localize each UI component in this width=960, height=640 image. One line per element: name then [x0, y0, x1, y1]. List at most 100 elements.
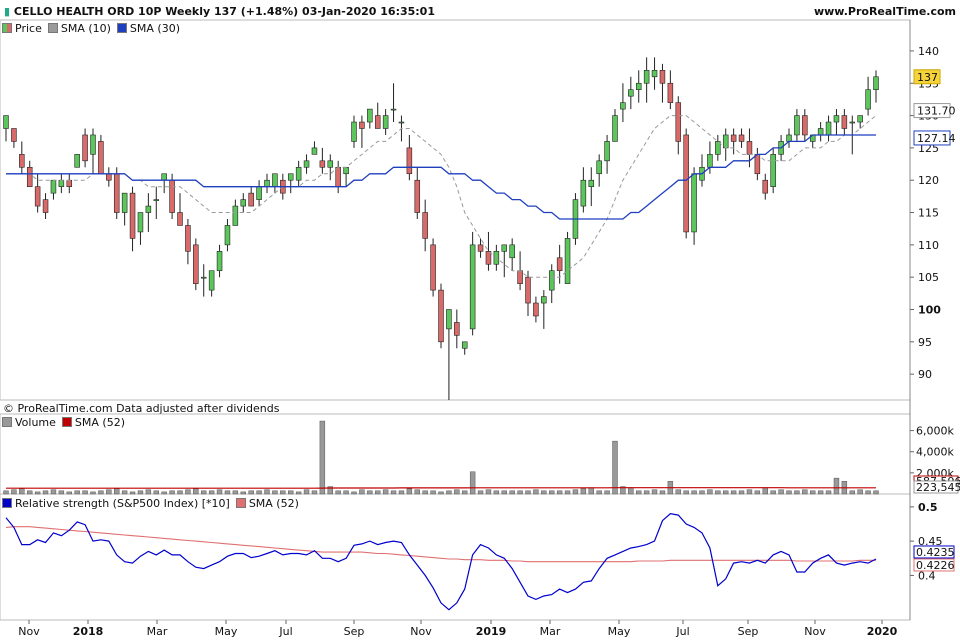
volume-bar — [825, 490, 832, 495]
volume-bar — [659, 490, 666, 495]
candle-body — [351, 121, 357, 142]
volume-bar — [612, 440, 618, 495]
volume-bar — [541, 490, 547, 495]
candle-body — [248, 192, 254, 207]
candle-body — [469, 244, 476, 330]
volume-bar — [865, 490, 871, 495]
legend-volume[interactable]: Volume — [2, 416, 56, 429]
candle-body — [461, 341, 468, 349]
candle-body — [525, 276, 531, 304]
candle-body — [541, 296, 547, 304]
candle-body — [295, 166, 302, 181]
volume-bar — [240, 491, 246, 495]
x-axis-label: Nov — [410, 625, 432, 638]
volume-bar — [754, 490, 761, 495]
volume-bar — [390, 490, 397, 495]
candle-body — [643, 70, 650, 84]
chart-title: ▮ CELLO HEALTH ORD 10P Weekly 137 (+1.48… — [4, 5, 435, 18]
volume-bar — [382, 489, 389, 495]
candle-body — [501, 244, 508, 252]
candle-body — [208, 270, 215, 291]
candle-body — [359, 121, 365, 129]
legend-volume-label: Volume — [15, 415, 56, 429]
price-badge-box — [913, 103, 951, 119]
volume-sma-line — [6, 487, 876, 489]
candle-body — [422, 212, 428, 239]
price-tick-label: 110 — [918, 239, 939, 252]
volume-bar — [509, 490, 515, 495]
volume-panel-frame — [0, 413, 911, 495]
rs-badge-box — [913, 558, 955, 572]
sma30-line — [6, 134, 876, 220]
candle-body — [374, 115, 381, 129]
candle-body — [485, 251, 492, 265]
volume-bar — [778, 489, 784, 495]
candle-body — [730, 134, 737, 142]
candle-body — [26, 166, 33, 187]
volume-bar — [303, 489, 310, 495]
volume-bar — [469, 471, 476, 495]
x-axis-label: May — [215, 625, 238, 638]
candle-body — [604, 141, 610, 162]
volume-bar — [359, 489, 365, 495]
volume-bar — [596, 490, 602, 495]
legend-rs-sma[interactable]: SMA (52) — [235, 496, 299, 510]
candle-body — [548, 270, 555, 291]
volume-bar — [90, 491, 96, 495]
volume-bar — [137, 490, 144, 495]
volume-bar — [311, 490, 318, 495]
volume-bar — [145, 489, 152, 495]
volume-bar — [74, 490, 80, 495]
candle-body — [454, 322, 460, 336]
volume-bar — [817, 490, 824, 495]
candle-body — [153, 199, 160, 201]
volume-bar — [11, 489, 17, 495]
candle-body — [272, 173, 278, 187]
legend-sma30[interactable]: SMA (30) — [116, 22, 180, 35]
candle-body — [651, 70, 658, 78]
volume-bar — [27, 490, 33, 495]
volume-bar — [398, 490, 405, 495]
legend-price[interactable]: Price — [2, 22, 42, 35]
candle-body — [303, 160, 310, 168]
rs-badge-label: 0.4235 — [916, 546, 955, 559]
legend-volume-sma[interactable]: SMA (52) — [61, 415, 125, 429]
legend-sma10[interactable]: SMA (10) — [47, 22, 111, 35]
volume-bar — [446, 490, 452, 495]
volume-bar — [106, 489, 112, 495]
candle-body — [857, 115, 863, 123]
volume-bar — [501, 490, 507, 495]
legend-rs-sma-label: SMA (52) — [248, 496, 299, 510]
volume-bar — [82, 490, 88, 495]
volume-bar — [707, 489, 713, 495]
volume-bar — [3, 490, 9, 495]
candle-body — [113, 173, 120, 213]
legend-rs[interactable]: Relative strength (S&P500 Index) [*10] — [2, 497, 230, 510]
volume-bar — [208, 490, 215, 495]
legend-volume-sma-label: SMA (52) — [74, 415, 125, 429]
candle-body — [786, 134, 792, 142]
candle-body — [754, 154, 761, 175]
volume-bar — [114, 488, 120, 495]
volume-bar — [620, 486, 626, 495]
volume-bar — [224, 490, 231, 495]
candle-body — [762, 179, 769, 194]
candle-body — [121, 192, 128, 213]
candle-body — [34, 186, 41, 207]
candle-body — [667, 82, 674, 103]
candle-body — [319, 160, 326, 168]
rs-sma-swatch-icon — [235, 498, 246, 508]
candle-body — [446, 309, 452, 330]
price-panel-frame — [0, 19, 911, 401]
x-axis-label: Mar — [147, 625, 168, 638]
footnote: © ProRealTime.com Data adjusted after di… — [3, 402, 280, 415]
volume-bar — [280, 490, 286, 495]
volume-bar — [580, 488, 587, 495]
price-badge-box — [913, 69, 941, 85]
candle-body — [256, 186, 262, 200]
candle-body — [683, 134, 689, 233]
candle-body — [343, 166, 349, 175]
price-badge-box — [913, 130, 951, 146]
price-legend: Price SMA (10) SMA (30) — [2, 21, 180, 35]
